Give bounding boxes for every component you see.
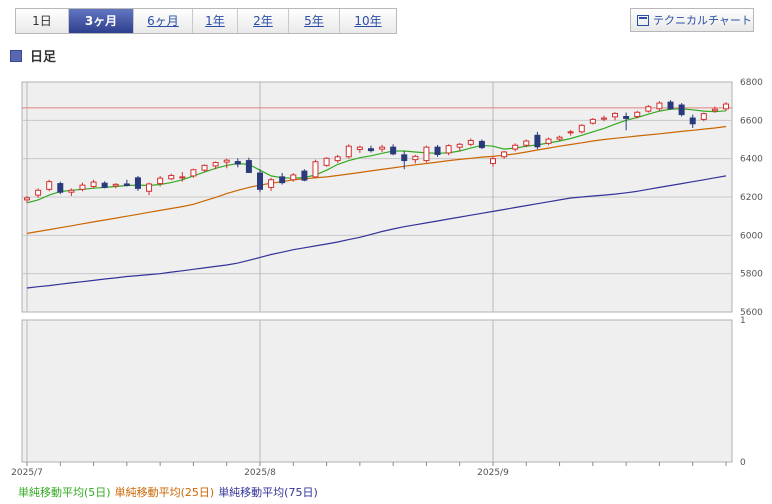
x-tick-label: 2025/8 <box>244 468 276 478</box>
y-tick-label: 5800 <box>740 270 763 280</box>
candle-body <box>68 189 75 193</box>
candle-body <box>24 197 30 201</box>
candle-body <box>589 118 596 124</box>
candle-body <box>367 148 374 152</box>
candle-body <box>101 182 108 188</box>
candle-body <box>556 136 563 140</box>
period-tabs: 1日 3ヶ月 6ヶ月 1年 2年 5年 10年 <box>15 8 397 34</box>
candle-body <box>212 162 219 167</box>
candle-body <box>35 189 42 196</box>
y-tick-label: 6800 <box>740 78 763 88</box>
candle-body <box>678 104 685 116</box>
candle-body <box>534 134 541 148</box>
ma5-line <box>26 108 727 204</box>
candle-body <box>168 175 175 180</box>
candle-body <box>467 139 474 145</box>
tab-4[interactable]: 2年 <box>238 9 289 33</box>
lower-y-tick-label: 1 <box>740 316 746 326</box>
y-tick-label: 6000 <box>740 231 763 241</box>
candle-body <box>57 183 64 193</box>
legend-item-1: 単純移動平均(25日) <box>114 486 215 499</box>
y-tick-label: 6200 <box>740 193 763 203</box>
candle-body <box>689 117 696 125</box>
candle-body <box>257 172 263 190</box>
candle-body <box>612 112 619 118</box>
y-tick-label: 5600 <box>740 308 763 318</box>
candle-body <box>112 183 119 187</box>
candle-body <box>201 164 208 171</box>
candle-body <box>567 131 574 134</box>
candle-body <box>423 146 430 162</box>
technical-chart-button[interactable]: テクニカルチャート <box>630 8 754 32</box>
candle-body <box>46 181 53 190</box>
candle-body <box>434 146 441 155</box>
candle-body <box>312 161 319 178</box>
y-tick-label: 6600 <box>740 116 763 126</box>
candle-body <box>523 140 530 146</box>
candle-body <box>700 113 707 120</box>
candle-body <box>290 174 297 181</box>
tab-6[interactable]: 10年 <box>354 14 382 28</box>
candle-body <box>123 183 130 186</box>
legend: 単純移動平均(5日) 単純移動平均(25日) 単純移動平均(75日) <box>18 484 322 500</box>
candle-body <box>401 154 408 162</box>
candle-body <box>268 179 275 188</box>
technical-chart-label: テクニカルチャート <box>653 14 752 27</box>
section-header: 日足 <box>10 46 56 65</box>
candle-body <box>190 169 197 177</box>
candle-body <box>79 184 86 190</box>
candle-body <box>323 157 330 166</box>
candle-body <box>578 124 585 133</box>
section-square-icon <box>10 49 22 62</box>
ma25-line <box>26 125 727 234</box>
candle-body <box>478 140 485 149</box>
candle-body <box>157 177 164 185</box>
window-icon <box>637 14 649 26</box>
section-title: 日足 <box>30 50 57 65</box>
candle-body <box>445 145 452 154</box>
x-tick-label: 2025/9 <box>477 468 509 478</box>
candle-body <box>545 138 552 144</box>
candle-body <box>279 176 286 184</box>
candle-body <box>379 146 386 150</box>
candle-body <box>512 144 519 150</box>
lower-panel <box>21 319 733 463</box>
candle-body <box>667 101 674 110</box>
x-tick-label: 2025/7 <box>11 468 43 478</box>
tab-0[interactable]: 1日 <box>16 9 69 33</box>
tab-3[interactable]: 1年 <box>193 9 238 33</box>
candle-body <box>179 176 186 179</box>
candle-body <box>456 143 463 148</box>
candle-body <box>623 116 630 119</box>
candle-body <box>390 146 397 155</box>
candle-body <box>490 158 496 164</box>
candle-body <box>234 161 241 165</box>
tab-2[interactable]: 6ヶ月 <box>134 9 193 33</box>
candle-body <box>656 102 663 110</box>
y-tick-label: 6400 <box>740 155 763 165</box>
candle-body <box>711 108 718 112</box>
candle-body <box>134 177 141 189</box>
tab-5[interactable]: 5年 <box>289 9 340 33</box>
candle-body <box>723 103 729 110</box>
ma75-line <box>26 175 727 289</box>
candle-body <box>345 145 352 158</box>
legend-item-2: 単純移動平均(75日) <box>218 486 318 499</box>
candle-body <box>245 160 252 173</box>
candle-body <box>634 111 641 117</box>
candle-body <box>600 117 607 120</box>
candle-body <box>90 181 97 187</box>
tab-1[interactable]: 3ヶ月 <box>69 9 134 33</box>
candle-body <box>301 170 308 181</box>
candle-body <box>356 146 363 150</box>
candle-body <box>146 183 153 192</box>
candle-body <box>645 106 652 112</box>
lower-y-tick-label: 0 <box>740 458 746 468</box>
candle-body <box>412 155 419 161</box>
legend-item-0: 単純移動平均(5日) <box>18 486 111 499</box>
candle-body <box>501 151 508 158</box>
candle-body <box>223 159 230 163</box>
candle-body <box>334 156 341 162</box>
